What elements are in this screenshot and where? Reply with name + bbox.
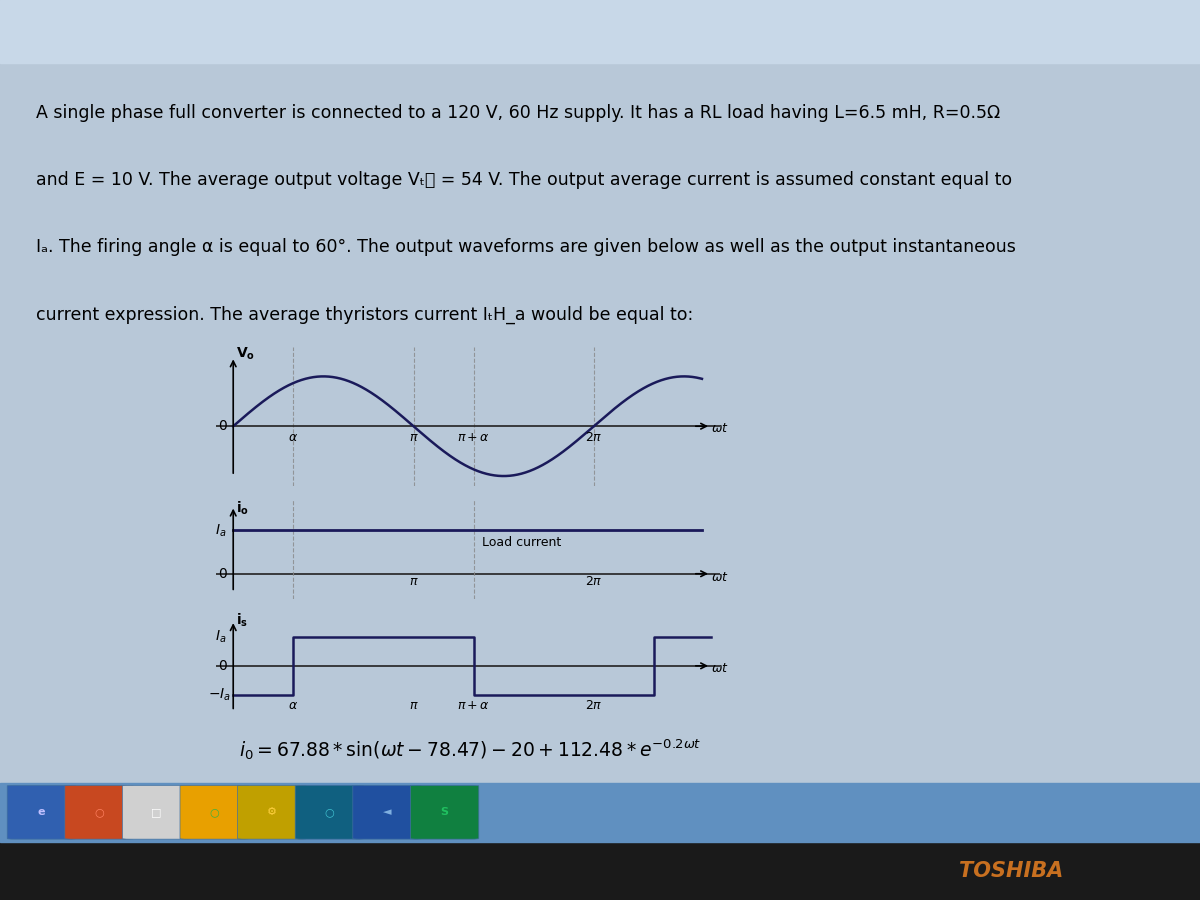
FancyBboxPatch shape [410, 786, 479, 839]
Text: $\omega t$: $\omega t$ [712, 422, 728, 436]
FancyBboxPatch shape [65, 786, 133, 839]
Text: □: □ [151, 807, 162, 817]
Text: 0: 0 [218, 659, 227, 673]
Text: S: S [440, 807, 449, 817]
Text: $\mathbf{V_o}$: $\mathbf{V_o}$ [236, 346, 256, 362]
FancyBboxPatch shape [122, 786, 191, 839]
Text: 0: 0 [218, 419, 227, 433]
Text: and E = 10 V. The average output voltage VₜⲜ = 54 V. The output average current : and E = 10 V. The average output voltage… [36, 171, 1012, 189]
Text: $i_0 = 67.88 * \sin(\omega t - 78.47) - 20 + 112.48 * e^{-0.2\omega t}$: $i_0 = 67.88 * \sin(\omega t - 78.47) - … [239, 737, 702, 761]
Text: $2\pi$: $2\pi$ [584, 699, 602, 712]
Text: $-I_a$: $-I_a$ [208, 687, 230, 703]
Text: current expression. The average thyristors current IₜH_a would be equal to:: current expression. The average thyristo… [36, 306, 692, 324]
Text: $\omega t$: $\omega t$ [712, 662, 728, 675]
Text: TOSHIBA: TOSHIBA [959, 860, 1063, 881]
FancyBboxPatch shape [295, 786, 364, 839]
Text: $\alpha$: $\alpha$ [288, 699, 299, 712]
FancyBboxPatch shape [180, 786, 248, 839]
Text: ○: ○ [209, 807, 220, 817]
Text: $I_a$: $I_a$ [215, 628, 227, 645]
Text: $\pi$: $\pi$ [409, 699, 419, 712]
Text: 0: 0 [218, 567, 227, 580]
Text: $\pi+\alpha$: $\pi+\alpha$ [457, 431, 490, 445]
FancyBboxPatch shape [353, 786, 421, 839]
Text: $\pi$: $\pi$ [409, 431, 419, 445]
Text: $\mathbf{i_o}$: $\mathbf{i_o}$ [236, 500, 250, 518]
Text: Load current: Load current [482, 536, 562, 549]
Text: $\pi+\alpha$: $\pi+\alpha$ [457, 699, 490, 712]
Text: ○: ○ [94, 807, 104, 817]
Text: ◄: ◄ [383, 807, 391, 817]
Text: $2\pi$: $2\pi$ [584, 575, 602, 588]
Text: ○: ○ [324, 807, 335, 817]
Text: $\mathbf{i_s}$: $\mathbf{i_s}$ [236, 612, 248, 629]
FancyBboxPatch shape [7, 786, 76, 839]
Text: $2\pi$: $2\pi$ [584, 431, 602, 445]
Text: A single phase full converter is connected to a 120 V, 60 Hz supply. It has a RL: A single phase full converter is connect… [36, 104, 1000, 122]
Text: ⚙: ⚙ [266, 807, 277, 817]
Text: Iₐ. The firing angle α is equal to 60°. The output waveforms are given below as : Iₐ. The firing angle α is equal to 60°. … [36, 238, 1015, 256]
Text: $I_a$: $I_a$ [215, 522, 227, 538]
Text: $\pi$: $\pi$ [409, 575, 419, 588]
FancyBboxPatch shape [238, 786, 306, 839]
Text: e: e [37, 807, 46, 817]
Text: $\omega t$: $\omega t$ [712, 572, 728, 584]
Text: $\alpha$: $\alpha$ [288, 431, 299, 445]
